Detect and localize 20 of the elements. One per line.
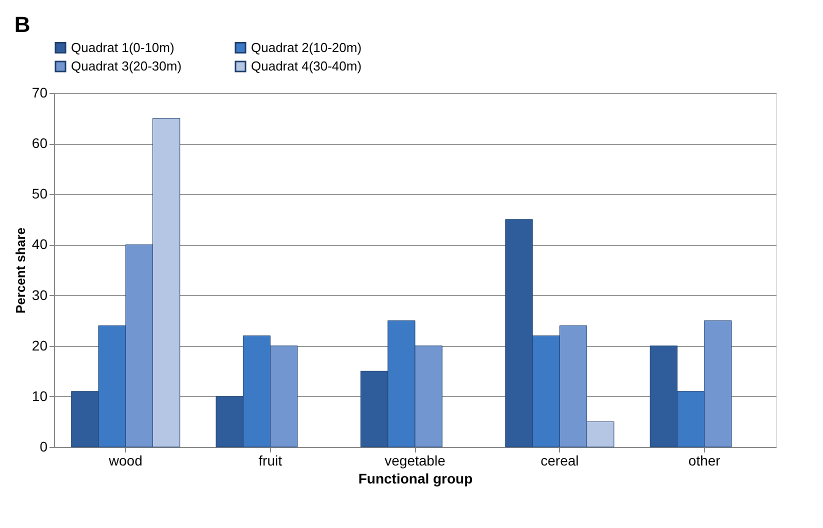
x-tick-label: wood: [108, 452, 142, 468]
legend-label: Quadrat 2(10-20m): [251, 40, 362, 55]
y-tick-label: 20: [32, 337, 48, 354]
y-tick-label: 10: [32, 388, 48, 404]
chart-title: B: [14, 12, 30, 37]
legend-label: Quadrat 3(20-30m): [71, 58, 182, 74]
legend-label: Quadrat 4(30-40m): [251, 58, 362, 74]
y-tick-label: 30: [32, 286, 48, 303]
y-tick-label: 60: [32, 135, 48, 152]
legend-label: Quadrat 1(0-10m): [71, 40, 174, 55]
y-tick-label: 0: [40, 438, 48, 454]
y-axis-title: Percent share: [12, 228, 28, 314]
y-tick-label: 40: [32, 236, 48, 252]
x-tick-label: vegetable: [384, 452, 446, 468]
y-tick-label: 70: [32, 84, 48, 100]
x-tick-label: fruit: [258, 452, 282, 468]
x-tick-label: other: [688, 452, 721, 468]
x-axis-title: Functional group: [358, 470, 473, 486]
x-tick-label: cereal: [540, 452, 579, 468]
y-tick-label: 50: [32, 186, 48, 202]
